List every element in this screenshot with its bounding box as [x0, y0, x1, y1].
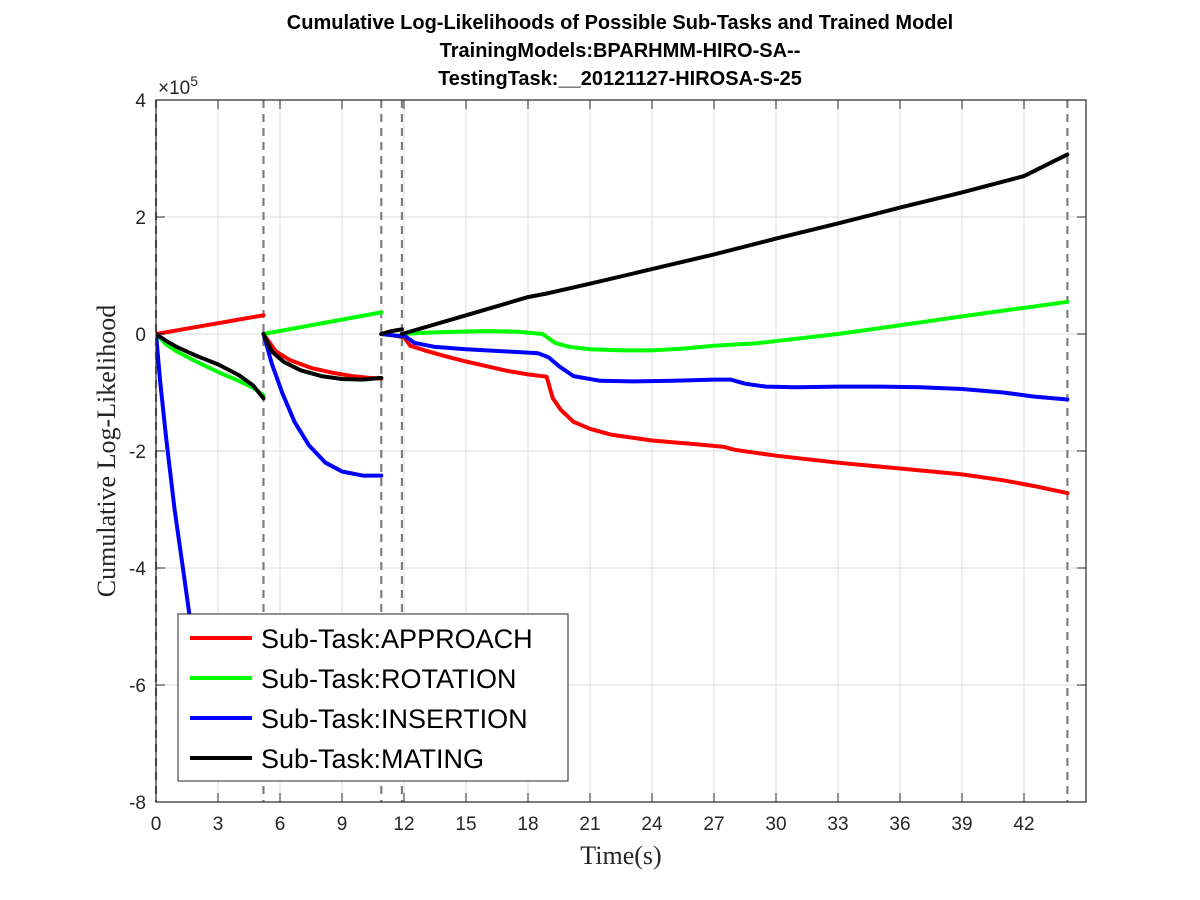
series-line-approach — [261, 332, 384, 381]
x-tick-label: 33 — [827, 814, 848, 835]
x-tick-label: 3 — [213, 814, 224, 835]
y-tick-label: -6 — [129, 676, 146, 697]
y-tick-label: 2 — [135, 208, 146, 229]
x-tick-label: 0 — [151, 814, 162, 835]
series-line-insertion — [261, 332, 384, 478]
legend-box — [177, 613, 569, 782]
legend-items: Sub-Task:APPROACH Sub-Task:ROTATION Sub-Ta… — [190, 624, 533, 774]
x-tick-label: 6 — [275, 814, 286, 835]
y-tick-label: 0 — [135, 325, 146, 346]
series-line-mating — [399, 152, 1070, 336]
x-tick-label: 36 — [889, 814, 910, 835]
legend-label-mating: Sub-Task:MATING — [261, 744, 484, 774]
y-exponent-label: ×105 — [158, 73, 198, 99]
y-axis-label: Cumulative Log-Likelihood — [92, 305, 121, 597]
x-tick-label: 12 — [393, 814, 414, 835]
x-tick-label: 15 — [455, 814, 476, 835]
x-tick-label: 18 — [517, 814, 538, 835]
series-line-rotation — [156, 332, 266, 398]
x-axis-label: Time(s) — [580, 841, 661, 870]
series-line-mating — [261, 332, 384, 382]
x-tick-label: 21 — [579, 814, 600, 835]
series-lines — [156, 152, 1070, 728]
series-line-rotation — [261, 310, 384, 336]
legend-label-insertion: Sub-Task:INSERTION — [261, 704, 528, 734]
x-tick-label: 27 — [703, 814, 724, 835]
series-line-approach — [399, 332, 1070, 496]
chart-title-line-3: TestingTask:__20121127-HIROSA-S-25 — [438, 68, 802, 90]
y-tick-label: -8 — [129, 793, 146, 814]
series-line-rotation — [399, 299, 1070, 353]
series-line-insertion — [399, 332, 1070, 402]
series-line-mating — [379, 327, 404, 336]
x-tick-label: 42 — [1013, 814, 1034, 835]
series-line-mating — [156, 332, 266, 401]
series-line-approach — [156, 313, 266, 336]
x-tick-label: 9 — [337, 814, 348, 835]
legend-label-approach: Sub-Task:APPROACH — [261, 624, 533, 654]
legend: Sub-Task:APPROACH Sub-Task:ROTATION Sub-Ta… — [177, 613, 569, 782]
x-tick-label: 39 — [951, 814, 972, 835]
chart-title-line-2: TrainingModels:BPARHMM-HIRO-SA-- — [440, 40, 801, 62]
y-tick-label: -4 — [129, 559, 146, 580]
x-tick-label: 24 — [641, 814, 663, 835]
x-tick-label: 30 — [765, 814, 786, 835]
y-tick-label: 4 — [135, 91, 146, 112]
grid — [156, 100, 1086, 802]
legend-label-rotation: Sub-Task:ROTATION — [261, 664, 517, 694]
chart-title-line-1: Cumulative Log-Likelihoods of Possible S… — [287, 12, 953, 34]
y-tick-label: -2 — [129, 442, 146, 463]
